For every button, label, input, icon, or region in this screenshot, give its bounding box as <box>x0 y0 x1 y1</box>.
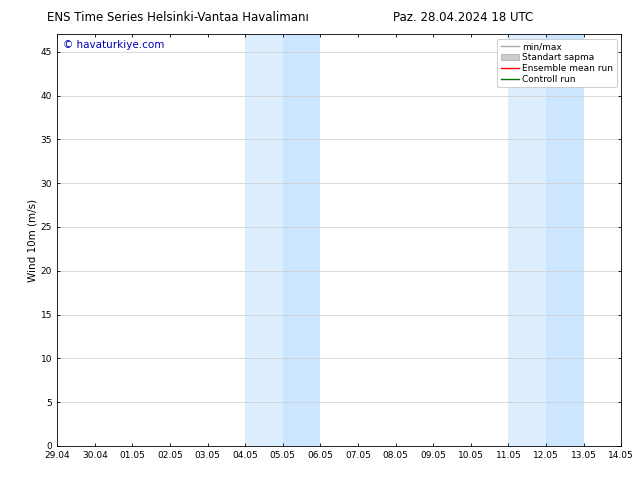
Legend: min/max, Standart sapma, Ensemble mean run, Controll run: min/max, Standart sapma, Ensemble mean r… <box>497 39 617 87</box>
Text: ENS Time Series Helsinki-Vantaa Havalimanı: ENS Time Series Helsinki-Vantaa Havalima… <box>46 11 309 24</box>
Bar <box>508 34 546 446</box>
Text: Paz. 28.04.2024 18 UTC: Paz. 28.04.2024 18 UTC <box>392 11 533 24</box>
Text: © havaturkiye.com: © havaturkiye.com <box>63 41 164 50</box>
Bar <box>546 34 584 446</box>
Bar <box>283 34 320 446</box>
Bar <box>245 34 283 446</box>
Y-axis label: Wind 10m (m/s): Wind 10m (m/s) <box>28 198 38 282</box>
